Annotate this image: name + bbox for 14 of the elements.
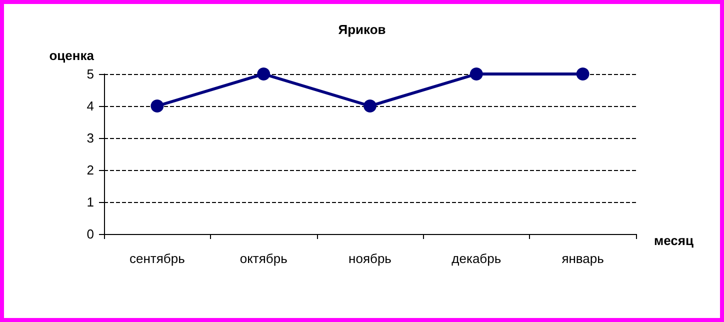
x-tick-label: декабрь [452, 251, 502, 266]
y-tick-label: 3 [86, 130, 94, 146]
x-tick-label: январь [562, 251, 604, 266]
y-tick-label: 2 [86, 162, 94, 178]
y-axis-title: оценка [49, 48, 95, 63]
x-tick-label: сентябрь [130, 251, 186, 266]
y-tick-label: 4 [86, 98, 94, 114]
y-tick-label: 5 [86, 66, 94, 82]
x-tick-label: октябрь [240, 251, 288, 266]
x-axis-title: месяц [654, 233, 694, 248]
x-tick-label: ноябрь [348, 251, 392, 266]
y-tick-label: 0 [86, 226, 94, 242]
chart-title: Яриков [338, 22, 386, 37]
y-tick-label: 1 [86, 194, 94, 210]
